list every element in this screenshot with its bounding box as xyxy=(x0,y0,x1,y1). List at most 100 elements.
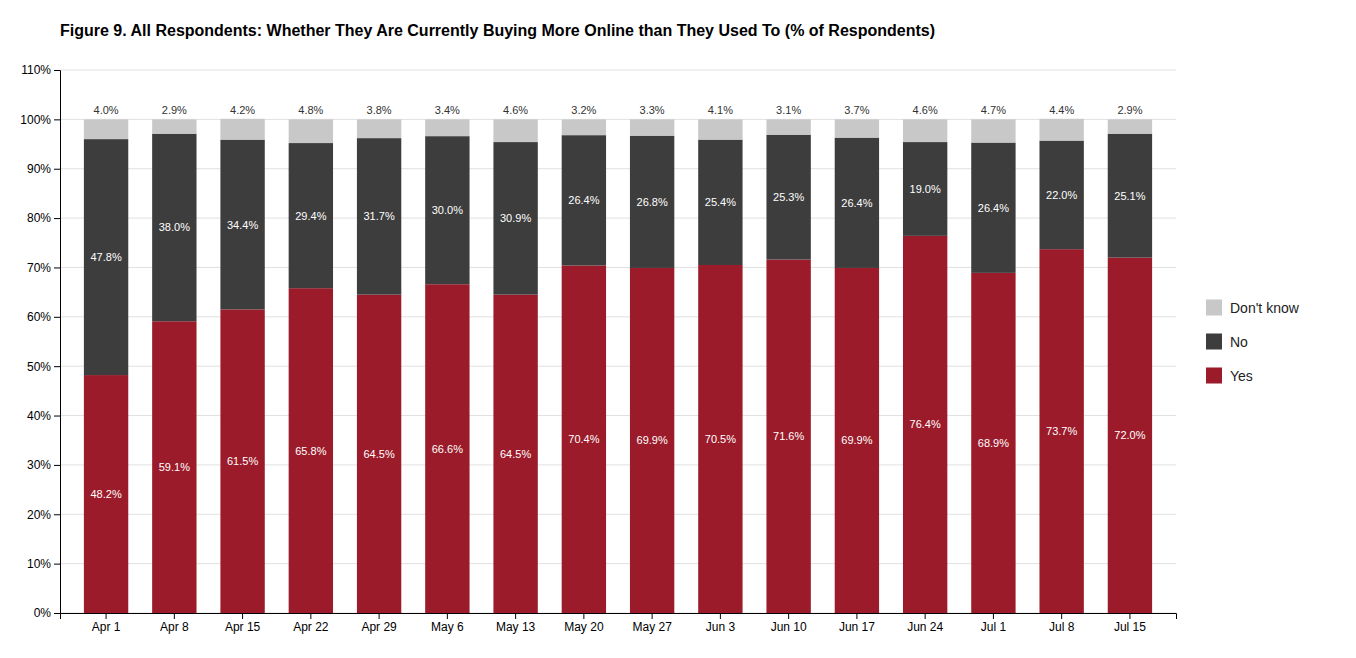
series xyxy=(84,134,1152,375)
bar xyxy=(1108,134,1152,258)
tick-label: 40% xyxy=(27,409,51,423)
bar xyxy=(903,142,947,236)
data-label: 2.9% xyxy=(1117,104,1142,116)
x-tick: May 13 xyxy=(496,613,536,634)
data-label: 69.9% xyxy=(637,434,668,446)
y-axis: 0%10%20%30%40%50%60%70%80%90%100%110% xyxy=(20,63,60,620)
legend: Don't know No Yes xyxy=(1206,300,1300,384)
plot: 0%10%20%30%40%50%60%70%80%90%100%110%Apr… xyxy=(20,63,1176,633)
bar xyxy=(220,309,264,613)
x-tick: Apr 8 xyxy=(160,613,189,634)
tick-label: 30% xyxy=(27,458,51,472)
tick-mark xyxy=(652,613,653,619)
legend-item: Don't know xyxy=(1206,300,1300,316)
x-tick: Jun 24 xyxy=(907,613,943,634)
bar xyxy=(698,119,742,139)
legend-item: No xyxy=(1206,334,1248,350)
bar xyxy=(357,119,401,138)
tick-label: 90% xyxy=(27,162,51,176)
tick-mark xyxy=(925,613,926,619)
bar xyxy=(84,139,128,375)
bar xyxy=(1108,258,1152,613)
tick-label: 80% xyxy=(27,211,51,225)
tick-label: May 6 xyxy=(431,620,464,634)
bar xyxy=(698,265,742,613)
tick-label: Apr 1 xyxy=(92,620,121,634)
bar xyxy=(1039,249,1083,613)
tick-mark xyxy=(242,613,243,619)
bar xyxy=(493,119,537,142)
bars xyxy=(84,119,1152,613)
tick-mark xyxy=(720,613,721,619)
data-label: 25.4% xyxy=(705,196,736,208)
tick-mark xyxy=(1061,613,1062,619)
tick-label: Apr 22 xyxy=(293,620,329,634)
tick-mark xyxy=(54,613,60,614)
bar xyxy=(835,119,879,137)
tick-mark xyxy=(106,613,107,619)
x-tick: Jun 3 xyxy=(706,613,736,634)
axis-domain xyxy=(54,71,61,614)
legend-item: Yes xyxy=(1206,368,1253,384)
tick-mark xyxy=(54,119,60,120)
tick-label: May 20 xyxy=(564,620,604,634)
legend-swatch xyxy=(1206,368,1222,384)
data-label: 4.8% xyxy=(298,104,323,116)
y-tick: 10% xyxy=(27,557,60,571)
x-tick: Jul 8 xyxy=(1049,613,1075,634)
y-tick: 80% xyxy=(27,211,60,225)
legend-label: Yes xyxy=(1230,368,1253,384)
data-label: 26.8% xyxy=(637,196,668,208)
data-label: 26.4% xyxy=(568,194,599,206)
tick-label: Jul 8 xyxy=(1049,620,1075,634)
data-label: 3.2% xyxy=(571,104,596,116)
y-tick: 20% xyxy=(27,508,60,522)
tick-label: May 27 xyxy=(632,620,672,634)
bar xyxy=(971,119,1015,142)
data-label: 4.6% xyxy=(503,104,528,116)
data-label: 34.4% xyxy=(227,219,258,231)
bar xyxy=(289,119,333,143)
y-tick: 110% xyxy=(21,63,60,77)
tick-label: Jun 10 xyxy=(771,620,807,634)
tick-mark xyxy=(583,613,584,619)
x-tick: Apr 22 xyxy=(293,613,329,634)
bar xyxy=(835,268,879,613)
bar xyxy=(425,136,469,284)
tick-label: Jul 1 xyxy=(981,620,1007,634)
tick-mark xyxy=(788,613,789,619)
tick-mark xyxy=(54,416,60,417)
tick-label: 20% xyxy=(27,508,51,522)
tick-label: 70% xyxy=(27,261,51,275)
tick-mark xyxy=(54,564,60,565)
chart: Figure 9. All Respondents: Whether They … xyxy=(0,0,1356,658)
data-label: 26.4% xyxy=(841,197,872,209)
x-tick: Jul 1 xyxy=(981,613,1007,634)
tick-label: 100% xyxy=(20,113,51,127)
bar xyxy=(562,265,606,613)
x-tick: May 6 xyxy=(431,613,464,634)
y-tick: 40% xyxy=(27,409,60,423)
data-label: 48.2% xyxy=(90,488,121,500)
data-label: 4.1% xyxy=(708,104,733,116)
bar xyxy=(357,295,401,613)
data-label: 30.9% xyxy=(500,212,531,224)
y-tick: 60% xyxy=(27,310,60,324)
tick-mark xyxy=(515,613,516,619)
x-tick: Apr 15 xyxy=(225,613,261,634)
bar xyxy=(152,119,196,133)
x-tick: Apr 29 xyxy=(361,613,397,634)
data-label: 70.4% xyxy=(568,433,599,445)
bar xyxy=(766,135,810,260)
legend-swatch xyxy=(1206,300,1222,316)
tick-label: Apr 8 xyxy=(160,620,189,634)
tick-mark xyxy=(54,317,60,318)
y-tick: 50% xyxy=(27,360,60,374)
y-tick: 100% xyxy=(20,113,60,127)
data-label: 4.0% xyxy=(94,104,119,116)
bar xyxy=(630,136,674,268)
tick-label: 10% xyxy=(27,557,51,571)
y-tick: 90% xyxy=(27,162,60,176)
data-label: 61.5% xyxy=(227,455,258,467)
data-label: 64.5% xyxy=(500,448,531,460)
